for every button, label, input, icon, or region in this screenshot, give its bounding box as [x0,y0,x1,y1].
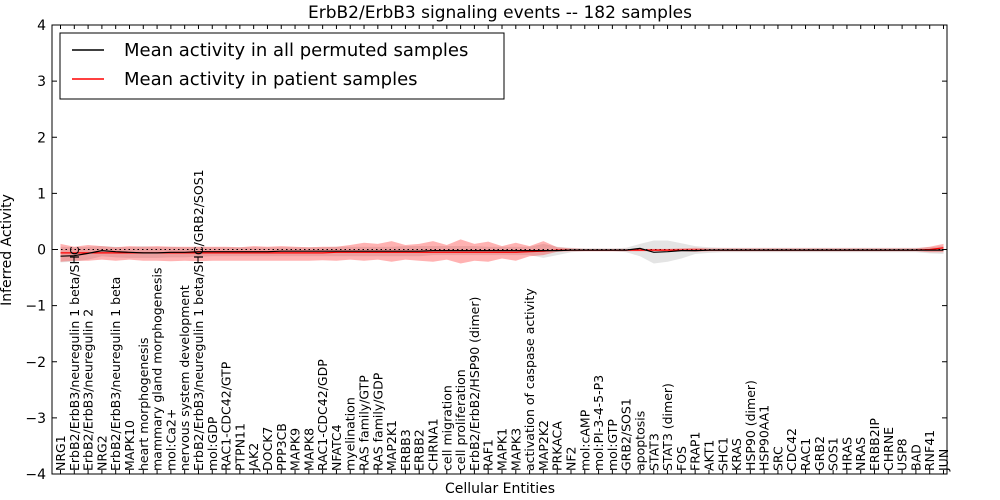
x-tick-label: RAF1 [481,439,496,471]
x-tick-label: NRG2 [94,435,109,471]
x-tick-label: ErbB2/ErbB3/neuregulin 1 beta/SHC/GRB2/S… [191,169,206,471]
legend-box [59,32,505,100]
x-tick-label: MAP2K2 [536,420,551,471]
x-tick-label: MAP2K1 [384,420,399,471]
x-tick-label: AKT1 [701,440,716,471]
plot-frame [51,24,948,475]
x-tick-label: NRG1 [53,435,68,471]
x-tick-label: MAPK10 [122,420,137,471]
x-tick-label: CDC42 [784,428,799,471]
x-tick-label: apoptosis [632,411,647,471]
x-tick-label: HRAS [839,437,854,471]
x-tick-label: PTPN11 [232,423,247,471]
patient-band [60,239,944,264]
y-tick-label: −3 [25,411,46,427]
x-tick-label: MAPK3 [508,428,523,471]
x-tick-label: HSP90AA1 [757,405,772,471]
x-tick-label: mol:GTP [605,419,620,471]
x-tick-label: mol:Ca2+ [163,409,178,471]
y-tick-label: −2 [25,355,46,371]
x-axis-title: Cellular Entities [445,481,555,497]
x-tick-label: JAK2 [246,443,261,472]
x-tick-label: cell proliferation [453,369,468,471]
x-tick-label: ErbB2/ErbB3/neuregulin 2 [81,309,96,471]
x-tick-label: MAPK8 [301,428,316,471]
x-tick-label: HSP90 (dimer) [743,380,758,471]
plot-area: 43210−1−2−3−4NRG1ErbB2/ErbB3/neuregulin … [25,18,951,483]
x-tick-label: PPP3CB [274,423,289,471]
x-tick-label: ErbB2/ErbB2/HSP90 (dimer) [467,297,482,471]
x-tick-label: GRB2 [812,436,827,471]
legend-permuted-label: Mean activity in all permuted samples [124,40,468,61]
y-tick-label: 1 [37,186,46,202]
x-tick-label: USP8 [895,438,910,471]
x-tick-label: RAS family/GTP [357,375,372,471]
x-tick-label: NRAS [853,437,868,471]
x-tick-label: ERBB2IP [867,418,882,471]
x-tick-label: ErbB2/ErbB3/neuregulin 1 beta/SHC [67,246,82,471]
x-tick-label: CHRNE [881,427,896,471]
x-tick-label: myelination [343,397,358,471]
y-tick-label: 4 [37,18,46,34]
x-tick-label: RNF41 [922,430,937,471]
x-tick-label: heart morphogenesis [136,338,151,472]
x-tick-label: MAPK9 [288,428,303,471]
y-axis-title: Inferred Activity [0,194,15,306]
x-tick-label: NF2 [563,447,578,472]
x-tick-label: RAS family/GDP [370,372,385,471]
x-tick-label: STAT3 [646,433,661,471]
x-tick-label: FOS [674,446,689,471]
legend: Mean activity in all permuted samples Mea… [59,32,505,100]
x-tick-label: SOS1 [826,437,841,471]
x-tick-label: RAC1 [798,438,813,471]
x-tick-label: NFATC4 [329,424,344,471]
y-tick-label: 0 [37,243,46,259]
x-tick-label: ERBB3 [398,429,413,471]
x-tick-label: BAD [908,444,923,471]
x-tick-label: PRKACA [550,421,565,471]
x-tick-label: SRC [770,446,785,471]
x-tick-label: STAT3 (dimer) [660,383,675,471]
x-tick-label: mol:cAMP [577,409,592,471]
x-tick-label: mammary gland morphogenesis [150,268,165,471]
y-tick-label: 3 [37,74,46,90]
x-tick-label: FRAP1 [688,432,703,471]
x-tick-label: CHRNA1 [426,418,441,471]
x-tick-label: JUN [936,449,951,472]
x-tick-label: mol:GDP [205,416,220,471]
x-tick-label: DOCK7 [260,427,275,471]
x-tick-label: RAC1-CDC42/GDP [315,359,330,471]
x-tick-label: ERBB2 [412,429,427,471]
legend-patient-label: Mean activity in patient samples [124,69,418,90]
x-tick-label: GRB2/SOS1 [619,398,634,471]
x-tick-label: MAPK1 [495,428,510,471]
y-tick-label: −1 [25,299,46,315]
x-tick-label: cell migration [439,385,454,471]
x-tick-label: nervous system development [177,285,192,471]
x-tick-label: SHC1 [715,437,730,471]
x-tick-label: ErbB2/ErbB3/neuregulin 1 beta [108,277,123,471]
x-tick-label: activation of caspase activity [522,288,537,471]
chart-title: ErbB2/ErbB3 signaling events -- 182 samp… [308,3,692,23]
permuted-mean-line [60,247,944,257]
x-tick-label: KRAS [729,438,744,471]
y-tick-label: 2 [37,130,46,146]
x-tick-label: RAC1-CDC42/GTP [219,361,234,471]
x-tick-label: mol:PI-3-4-5-P3 [591,375,606,471]
y-tick-label: −4 [25,467,46,483]
